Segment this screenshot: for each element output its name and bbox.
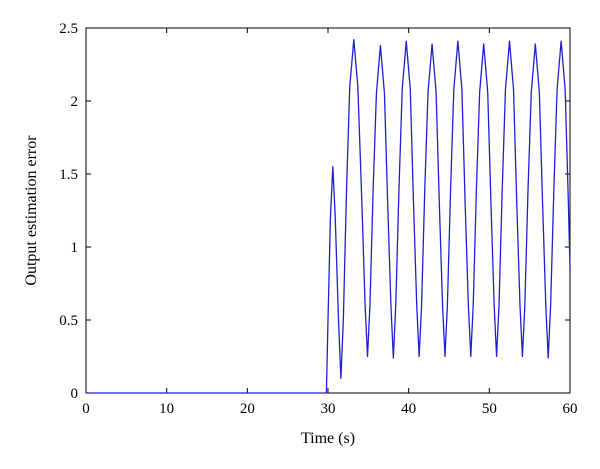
y-tick-labels: 0 0.5 1 1.5 2 2.5 [59,21,78,402]
y-tick-label: 2 [71,94,79,110]
x-tick-label: 40 [401,401,416,417]
x-tick-label: 20 [240,401,255,417]
y-tick-label: 0.5 [59,313,78,329]
x-tick-label: 30 [321,401,336,417]
y-axis-label: Output estimation error [23,135,40,286]
y-tick-label: 1.5 [59,167,78,183]
x-tick-label: 50 [482,401,497,417]
x-tick-labels: 0 10 20 30 40 50 60 [82,401,577,417]
y-tick-label: 0 [71,386,79,402]
x-tick-label: 10 [159,401,174,417]
y-tick-label: 2.5 [59,21,78,37]
y-tick-label: 1 [71,240,79,256]
x-tick-label: 0 [82,401,90,417]
x-tick-label: 60 [563,401,578,417]
x-axis-label: Time (s) [301,430,355,447]
series-group [86,39,571,394]
series-line [86,39,571,394]
